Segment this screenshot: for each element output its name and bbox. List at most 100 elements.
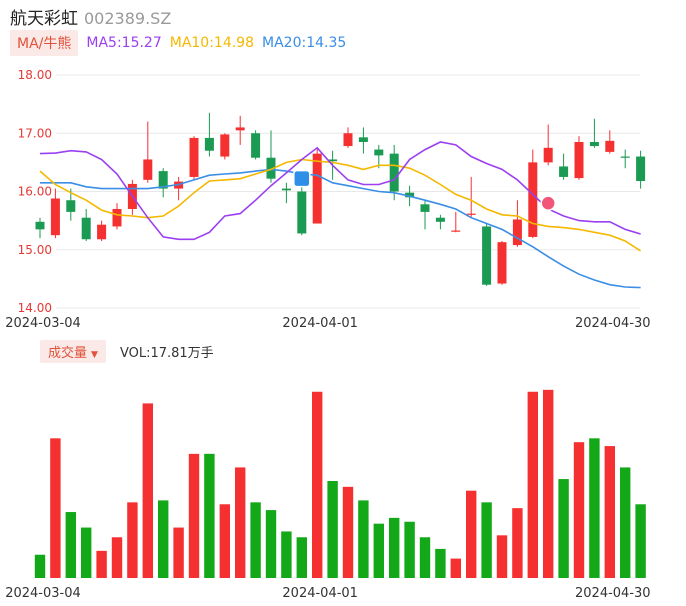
volume-bar	[96, 550, 107, 578]
candle-body	[482, 226, 492, 285]
candle-body	[220, 134, 230, 157]
candle-body	[374, 149, 384, 156]
candle-body	[420, 204, 430, 212]
volume-bar	[127, 502, 138, 578]
volume-bar	[111, 537, 123, 578]
candle-body	[389, 153, 399, 192]
ma20-legend: MA20:14.35	[262, 35, 347, 51]
volume-bar	[404, 521, 415, 578]
x-tick-label: 2024-04-30	[575, 316, 651, 331]
volume-bar	[527, 391, 538, 578]
volume-bar	[50, 438, 61, 578]
volume-bar	[419, 537, 431, 578]
ma-legend: MA/牛熊 MA5:15.27 MA10:14.98 MA20:14.35	[10, 30, 346, 56]
stock-name: 航天彩虹	[10, 9, 78, 29]
volume-bar	[373, 523, 384, 578]
candle-body	[405, 192, 415, 198]
volume-bar	[312, 391, 323, 578]
volume-bar	[34, 554, 46, 578]
candle-body	[35, 221, 45, 230]
volume-value: VOL:17.81万手	[119, 345, 214, 361]
candle-body	[620, 156, 630, 158]
volume-bar	[466, 490, 477, 578]
candle-body	[297, 191, 307, 234]
ma20-line	[40, 168, 641, 289]
candle-body	[235, 127, 245, 131]
candle-body	[589, 141, 599, 147]
candle-body	[281, 188, 291, 191]
volume-legend: 成交量 ▼ VOL:17.81万手	[40, 339, 214, 363]
candle-body	[143, 159, 153, 180]
stock-code: 002389.SZ	[84, 9, 172, 28]
volume-bar	[589, 438, 600, 578]
candle-body	[605, 140, 615, 152]
volume-bar	[543, 389, 554, 578]
candle-body	[559, 166, 569, 177]
volume-bar	[327, 481, 338, 578]
candle-body	[358, 137, 368, 142]
candle-body	[636, 156, 646, 182]
x-tick-label: 2024-03-04	[5, 316, 81, 331]
volume-bar	[158, 500, 169, 578]
volume-bar	[235, 467, 246, 578]
y-tick-label: 15.00	[18, 243, 52, 257]
volume-bar	[435, 548, 446, 578]
ma5-legend: MA5:15.27	[86, 35, 162, 51]
candle-body	[266, 157, 276, 179]
candle-body	[66, 200, 76, 212]
volume-bar	[173, 527, 184, 578]
candle-body	[543, 147, 553, 163]
volume-indicator-selector[interactable]: 成交量 ▼	[40, 339, 106, 363]
volume-bar	[358, 500, 369, 578]
candle-body	[50, 198, 60, 236]
volume-bar	[573, 442, 585, 578]
volume-bar	[281, 531, 292, 578]
stock-header: 航天彩虹 002389.SZ	[10, 4, 172, 29]
candle-body	[97, 224, 107, 240]
volume-bar	[250, 502, 261, 578]
candle-body	[466, 213, 476, 215]
candle-body	[343, 133, 353, 147]
y-tick-label: 16.00	[18, 185, 52, 199]
y-tick-label: 14.00	[18, 301, 52, 315]
volume-bar	[620, 467, 631, 578]
volume-bar	[604, 446, 615, 578]
candle-body	[528, 162, 538, 237]
caret-down-icon: ▼	[91, 349, 98, 360]
candle-body	[512, 219, 522, 246]
candle-body	[312, 153, 322, 224]
candle-body	[81, 217, 91, 240]
candle-body	[112, 208, 122, 227]
ma-indicator-selector[interactable]: MA/牛熊	[10, 30, 79, 56]
volume-bar	[265, 510, 277, 578]
volume-bar	[81, 527, 92, 578]
volume-bar	[496, 535, 508, 578]
ma10-line	[39, 158, 642, 252]
volume-bar	[65, 512, 76, 578]
candle-body	[158, 171, 168, 189]
y-tick-label: 18.00	[18, 68, 52, 82]
x-tick-label: 2024-04-01	[282, 316, 358, 331]
volume-bar	[142, 403, 153, 578]
volume-bar	[635, 504, 646, 578]
volume-bar	[512, 508, 523, 578]
ma5-line	[39, 141, 641, 241]
candle-body	[204, 137, 214, 151]
volume-tag-label: 成交量	[48, 345, 88, 361]
volume-x-tick-label: 2024-04-30	[575, 586, 651, 601]
volume-bar	[450, 558, 461, 578]
candle-body	[435, 217, 445, 222]
y-tick-label: 17.00	[18, 126, 52, 140]
volume-x-tick-label: 2024-04-01	[282, 586, 358, 601]
volume-bar	[296, 537, 307, 578]
volume-bar	[188, 453, 200, 578]
volume-bar	[204, 453, 215, 578]
bull-marker-icon	[540, 195, 556, 211]
volume-bar	[481, 502, 492, 578]
volume-bar	[558, 479, 569, 578]
candle-body	[189, 137, 199, 177]
candle-body	[251, 133, 261, 158]
candle-body	[497, 242, 507, 284]
candle-body	[574, 141, 584, 179]
